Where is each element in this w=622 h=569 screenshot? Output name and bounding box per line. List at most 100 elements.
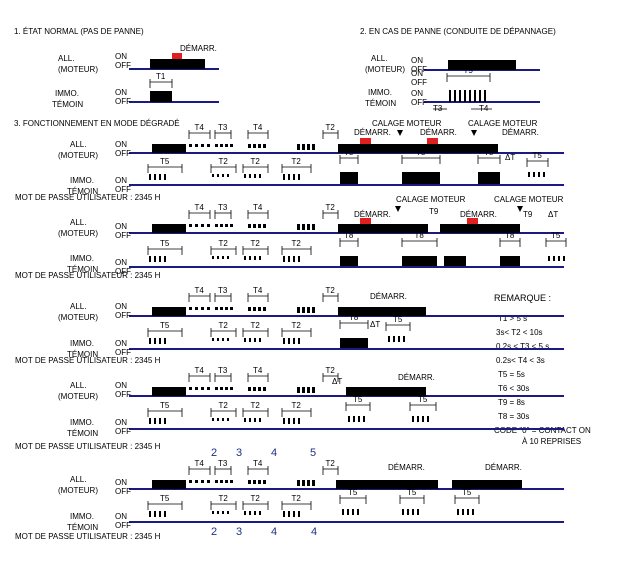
code-pulse xyxy=(164,174,166,180)
t3-label: T3 xyxy=(433,104,443,113)
immo-label: IMMO. xyxy=(70,254,94,263)
code-pulse xyxy=(398,336,400,342)
immo-pulse xyxy=(340,256,358,266)
code-pulse xyxy=(244,338,246,342)
code-pulse xyxy=(195,144,198,147)
code-pulse xyxy=(149,418,151,424)
code-pulse xyxy=(393,336,395,342)
code-pulse xyxy=(258,307,261,311)
code-pulse xyxy=(302,224,305,230)
code-pulse xyxy=(227,418,229,421)
code-pulse xyxy=(195,224,198,227)
code-pulse xyxy=(263,480,266,484)
code-pulse xyxy=(149,511,151,517)
code-pulse xyxy=(207,387,210,390)
ign-pulse xyxy=(152,307,186,316)
code-pulse xyxy=(220,144,223,147)
timer-label: T4 xyxy=(253,286,263,295)
calage-arrow xyxy=(397,130,403,136)
timer-label: T5 xyxy=(462,488,472,497)
remarque-line: À 10 REPRISES xyxy=(522,437,582,446)
code-pulse xyxy=(207,224,210,227)
code-pulse xyxy=(253,224,256,228)
code-pulse xyxy=(154,174,156,180)
all-label: ALL. xyxy=(70,302,87,311)
ign-pulse xyxy=(150,59,205,69)
remarque-line: T6 < 30s xyxy=(498,384,530,393)
timer-label: T2 xyxy=(325,203,335,212)
code-pulse xyxy=(189,480,192,483)
all-label: ALL. xyxy=(70,475,87,484)
timer-label: T8 xyxy=(349,313,359,322)
code-pulse xyxy=(307,387,310,393)
timer-label: T4 xyxy=(253,123,263,132)
code-pulse xyxy=(227,174,229,177)
code-digit: 2 xyxy=(211,526,218,538)
code-pulse xyxy=(297,480,300,486)
timer-label: T5 xyxy=(160,239,170,248)
on-label: ON xyxy=(115,302,127,311)
timer-label: T2 xyxy=(218,239,228,248)
all-label: ALL. xyxy=(70,381,87,390)
code-pulse xyxy=(417,416,419,422)
off-label: OFF xyxy=(115,427,131,436)
code-pulse xyxy=(298,511,300,517)
ign-pulse xyxy=(152,144,186,153)
timer-label: T3 xyxy=(218,123,228,132)
timer-label: T5 xyxy=(160,321,170,330)
code-pulse xyxy=(412,416,414,422)
code-pulse xyxy=(363,416,365,422)
timer-label: T4 xyxy=(194,366,204,375)
immo-label: IMMO. xyxy=(70,176,94,185)
ign-pulse xyxy=(448,60,516,70)
code-pulse xyxy=(249,418,251,422)
code-pulse xyxy=(307,307,310,313)
all-label: ALL. xyxy=(70,140,87,149)
code-pulse xyxy=(225,480,228,483)
code-pulse xyxy=(469,90,471,102)
code-pulse xyxy=(288,338,290,344)
moteur-label: (MOTEUR) xyxy=(58,392,98,401)
timer-label: T1 xyxy=(156,72,166,81)
ign-pulse xyxy=(336,480,438,489)
code-pulse xyxy=(298,338,300,344)
code-pulse xyxy=(159,256,161,262)
start-marker xyxy=(427,138,438,144)
ign-pulse xyxy=(152,224,186,233)
dt-label: ΔT xyxy=(505,153,516,162)
code-pulse xyxy=(249,256,251,260)
demarr-label: DÉMARR. xyxy=(420,128,457,137)
code-pulse xyxy=(159,418,161,424)
timer-label: T4 xyxy=(253,203,263,212)
code-pulse xyxy=(342,509,344,515)
off-label: OFF xyxy=(115,390,131,399)
code-pulse xyxy=(217,174,219,177)
start-marker xyxy=(360,138,371,144)
code-digit: 4 xyxy=(271,526,278,538)
off-label: OFF xyxy=(115,61,131,70)
temoin-label: TÉMOIN xyxy=(67,187,99,196)
code-pulse xyxy=(225,307,228,310)
baseline xyxy=(129,101,219,103)
code-pulse xyxy=(293,418,295,424)
calage-label: CALAGE MOTEUR xyxy=(494,195,564,204)
demarr-label: DÉMARR. xyxy=(502,128,539,137)
code-pulse xyxy=(358,416,360,422)
code-pulse xyxy=(347,509,349,515)
code-pulse xyxy=(298,256,300,262)
code-pulse xyxy=(263,307,266,311)
temoin-label: TÉMOIN xyxy=(67,265,99,274)
code-pulse xyxy=(258,387,261,391)
code-pulse xyxy=(288,256,290,262)
code-pulse xyxy=(154,511,156,517)
on-label: ON xyxy=(115,339,127,348)
immo-pulse xyxy=(340,172,358,184)
timer-label: T3 xyxy=(218,203,228,212)
section-panne-title: 2. EN CAS DE PANNE (CONDUITE DE DÉPANNAG… xyxy=(360,27,556,36)
immo-label: IMMO. xyxy=(70,339,94,348)
code-pulse xyxy=(253,387,256,391)
code-pulse xyxy=(259,256,261,260)
timer-label: T2 xyxy=(250,321,260,330)
code-pulse xyxy=(222,174,224,177)
code-pulse xyxy=(553,256,555,261)
